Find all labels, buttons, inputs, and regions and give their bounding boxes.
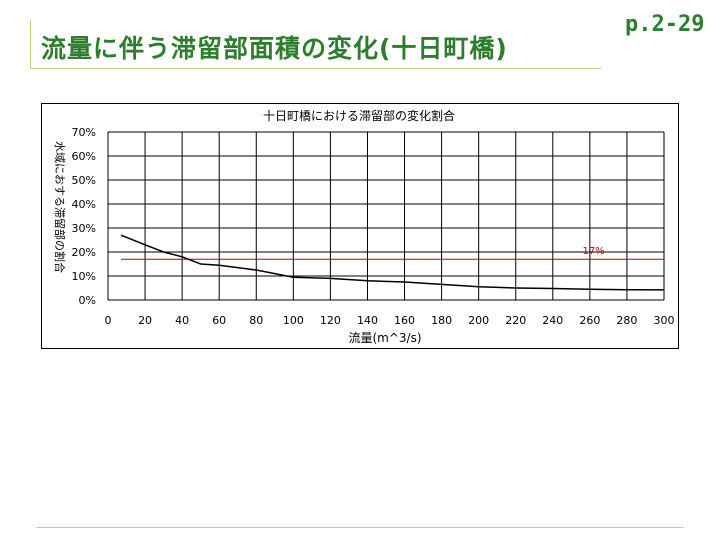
x-tick-label: 180 bbox=[431, 314, 452, 327]
x-tick-label: 20 bbox=[138, 314, 152, 327]
y-tick-label: 40% bbox=[72, 198, 96, 211]
x-tick-label: 260 bbox=[579, 314, 600, 327]
y-axis-label: 水域におする滞留部の割合 bbox=[53, 141, 67, 273]
chart-title: 十日町橋における滞留部の変化割合 bbox=[263, 108, 455, 123]
x-tick-label: 200 bbox=[468, 314, 489, 327]
slide-title: 流量に伴う滞留部面積の変化(十日町橋) bbox=[41, 34, 508, 63]
chart-frame: 十日町橋における滞留部の変化割合 流量(m^3/s) 水域におする滞留部の割合 … bbox=[41, 103, 679, 349]
y-tick-label: 60% bbox=[72, 150, 96, 163]
plot-area bbox=[108, 132, 664, 300]
x-tick-label: 300 bbox=[654, 314, 675, 327]
x-tick-label: 100 bbox=[283, 314, 304, 327]
y-tick-label: 10% bbox=[72, 270, 96, 283]
x-tick-label: 60 bbox=[212, 314, 226, 327]
y-tick-label: 20% bbox=[72, 246, 96, 259]
data-series-line bbox=[120, 234, 665, 291]
x-tick-label: 160 bbox=[394, 314, 415, 327]
footer-divider bbox=[36, 527, 684, 528]
x-tick-label: 140 bbox=[357, 314, 378, 327]
title-bar: 流量に伴う滞留部面積の変化(十日町橋) bbox=[30, 20, 601, 69]
y-tick-label: 0% bbox=[79, 294, 96, 307]
x-tick-label: 40 bbox=[175, 314, 189, 327]
page-reference: p.2-29 bbox=[625, 12, 705, 37]
x-tick-label: 120 bbox=[320, 314, 341, 327]
x-tick-label: 0 bbox=[105, 314, 112, 327]
x-tick-label: 240 bbox=[542, 314, 563, 327]
y-tick-label: 70% bbox=[72, 126, 96, 139]
line-chart: 十日町橋における滞留部の変化割合 流量(m^3/s) 水域におする滞留部の割合 … bbox=[53, 108, 675, 345]
reference-line-label: 17% bbox=[582, 246, 604, 257]
x-tick-label: 280 bbox=[616, 314, 637, 327]
x-axis-label: 流量(m^3/s) bbox=[348, 331, 421, 345]
y-tick-label: 30% bbox=[72, 222, 96, 235]
x-tick-label: 80 bbox=[249, 314, 263, 327]
x-tick-label: 220 bbox=[505, 314, 526, 327]
y-tick-label: 50% bbox=[72, 174, 96, 187]
